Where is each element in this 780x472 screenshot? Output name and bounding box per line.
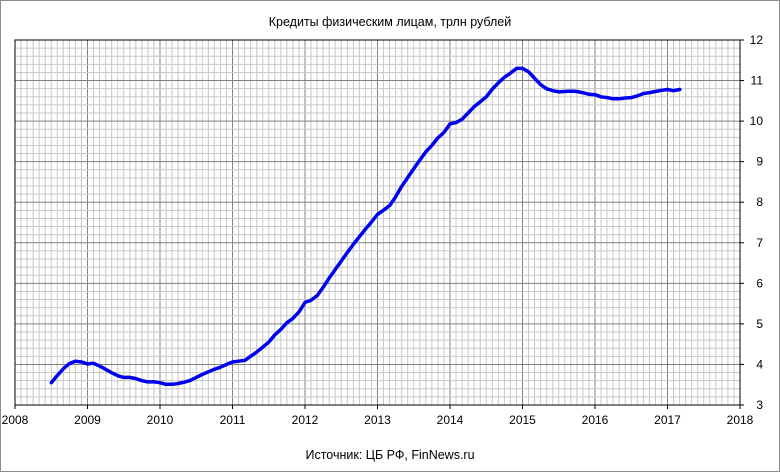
y-tick-label: 5 [756,317,763,331]
x-tick-label: 2009 [74,413,101,427]
x-tick-label: 2012 [292,413,319,427]
y-axis-ticks: 3 4 5 6 7 8 9 10 11 12 [740,33,763,412]
x-tick-label: 2010 [147,413,174,427]
source-note: Источник: ЦБ РФ, FinNews.ru [305,448,475,462]
chart-title: Кредиты физическим лицам, трлн рублей [268,15,512,29]
y-tick-label: 7 [756,236,763,250]
series-line [49,66,682,387]
y-tick-label: 8 [756,195,763,209]
y-tick-label: 3 [756,398,763,412]
x-tick-label: 2018 [727,413,754,427]
y-tick-label: 12 [750,33,764,47]
x-tick-label: 2014 [437,413,464,427]
y-tick-label: 11 [751,74,764,88]
y-tick-label: 9 [756,155,763,169]
x-axis-ticks: 2008 2009 2010 2011 2012 2013 2014 2015 2016 2017… [2,405,754,427]
x-tick-label: 2011 [220,413,246,427]
x-tick-label: 2013 [364,413,391,427]
x-tick-label: 2016 [582,413,609,427]
x-tick-label: 2008 [2,413,29,427]
y-tick-label: 10 [750,114,764,128]
x-tick-label: 2015 [509,413,536,427]
grid [14,39,741,406]
y-tick-label: 6 [756,276,763,290]
x-tick-label: 2017 [654,413,681,427]
y-tick-label: 4 [756,357,763,371]
